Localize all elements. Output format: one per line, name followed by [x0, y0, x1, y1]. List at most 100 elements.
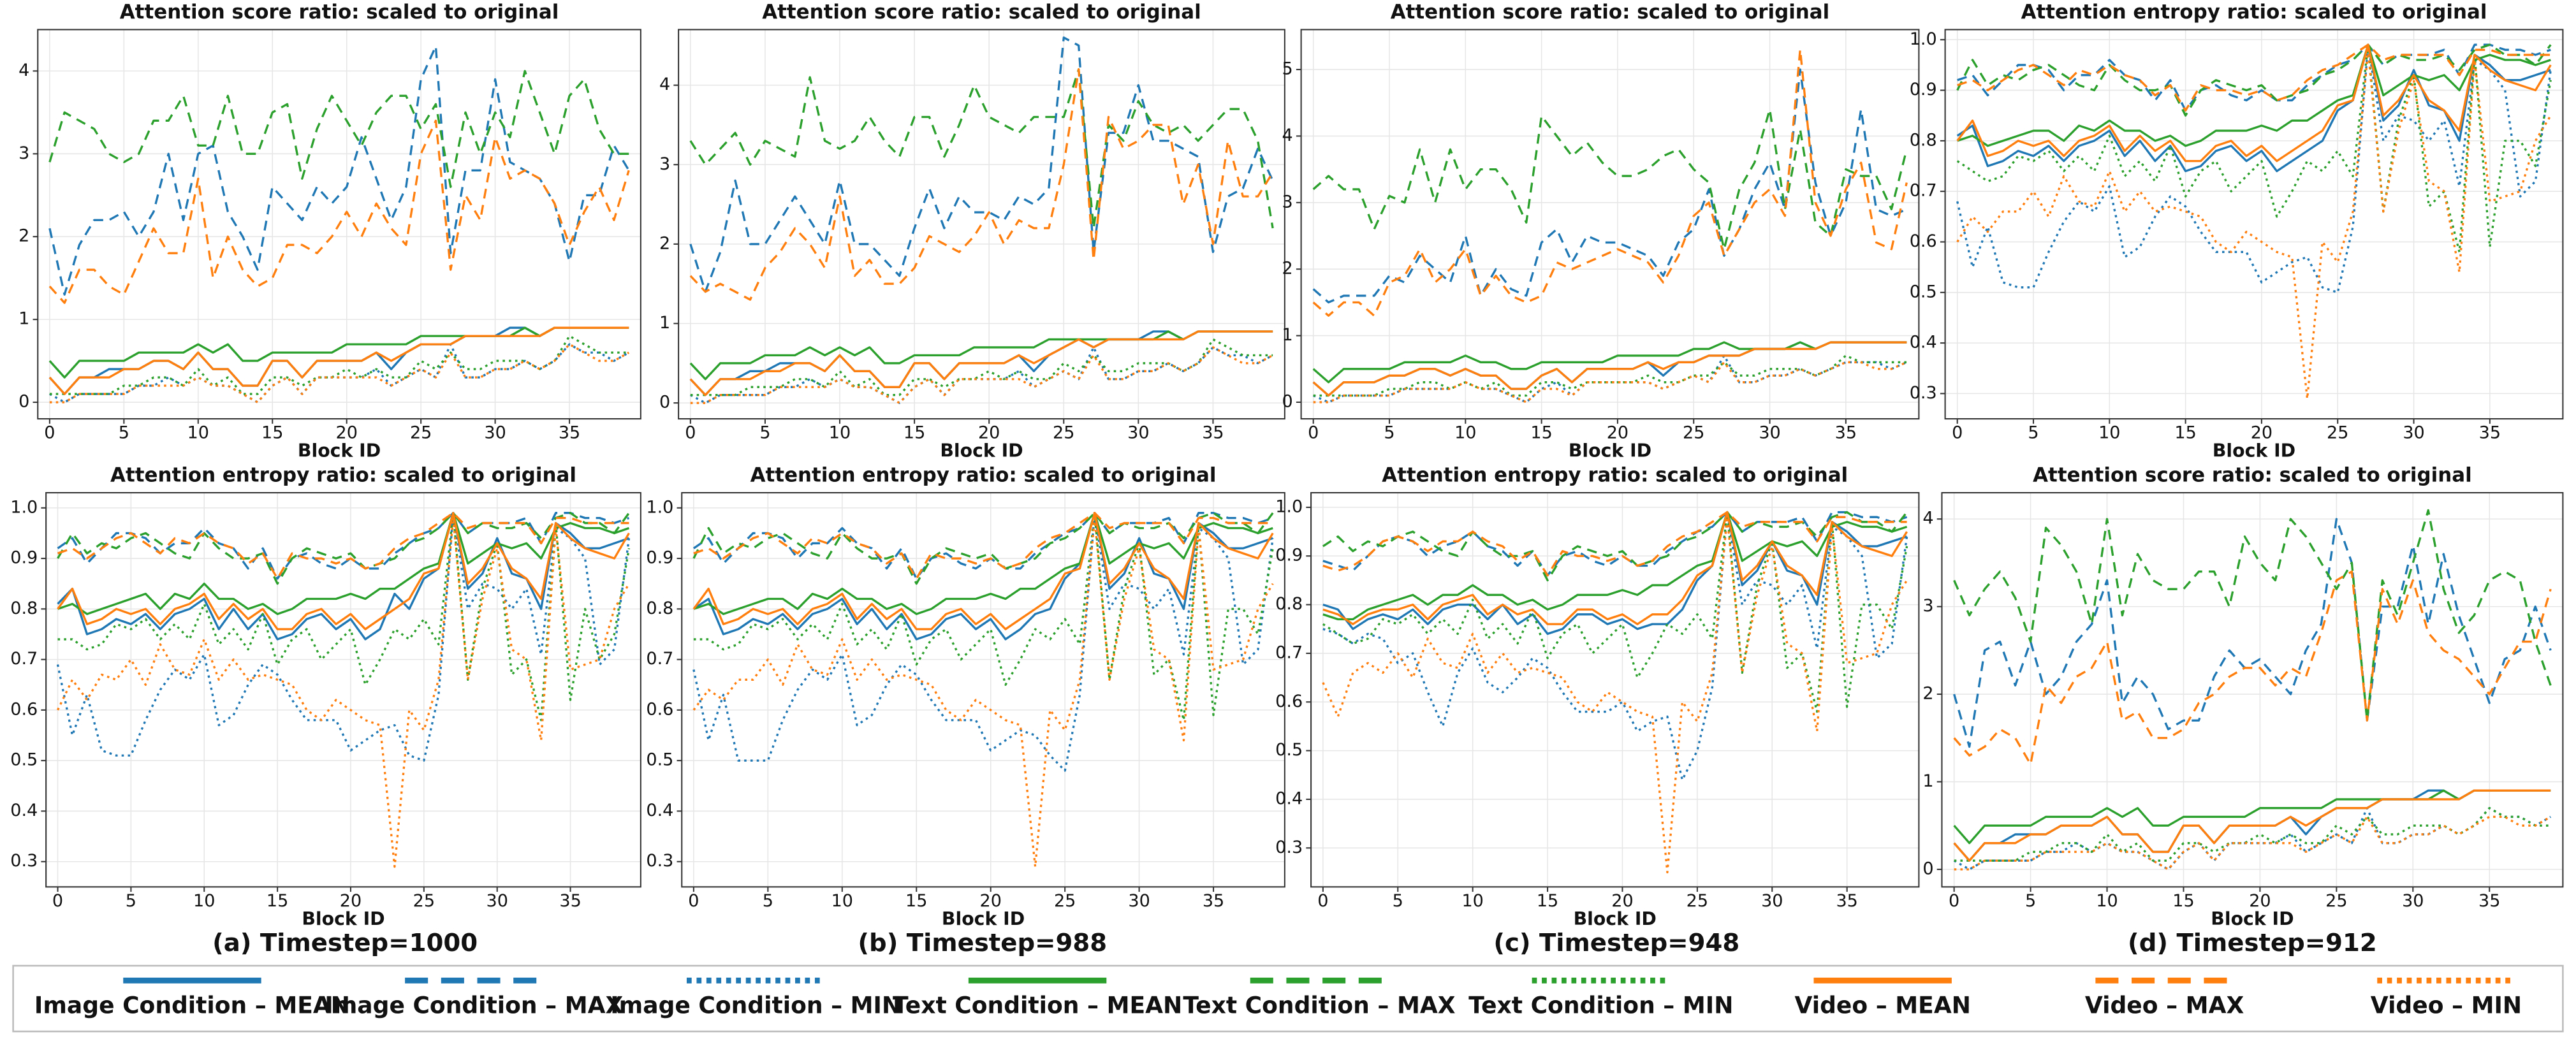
series-line: [693, 512, 1273, 615]
legend-label: Image Condition – MEAN: [34, 992, 350, 1019]
x-tick-label: 35: [2478, 891, 2500, 911]
x-axis-label: Block ID: [2211, 908, 2294, 929]
y-tick-label: 3: [659, 154, 670, 174]
y-tick-label: 1.0: [1275, 497, 1303, 516]
x-tick-label: 35: [559, 891, 581, 911]
series-line: [1957, 43, 2551, 112]
chart-title: Attention score ratio: scaled to origina…: [762, 1, 1201, 24]
y-tick-label: 0.8: [646, 599, 673, 618]
series-line: [1954, 815, 2552, 871]
y-tick-label: 1.0: [10, 497, 38, 517]
legend-label: Video – MEAN: [1794, 992, 1970, 1019]
x-tick-label: 15: [905, 891, 927, 911]
x-tick-label: 30: [1759, 423, 1780, 443]
series-line: [692, 512, 1274, 630]
y-tick-label: 5: [1282, 59, 1293, 79]
x-tick-label: 25: [413, 891, 435, 911]
y-tick-label: 0.4: [10, 801, 38, 820]
series-line: [1322, 511, 1908, 713]
plot-frame: [681, 491, 1285, 888]
x-axis-label: Block ID: [942, 908, 1025, 929]
legend-label: Video – MAX: [2085, 992, 2244, 1019]
chart-title: Attention entropy ratio: scaled to origi…: [2021, 1, 2487, 24]
x-tick-label: 0: [688, 891, 699, 911]
x-tick-label: 25: [1683, 423, 1704, 443]
x-tick-label: 35: [1835, 423, 1857, 443]
series-line: [48, 119, 630, 304]
y-tick-label: 0.8: [1275, 594, 1303, 614]
y-tick-label: 0.4: [646, 801, 673, 820]
series-line: [1322, 511, 1908, 625]
x-tick-label: 5: [1393, 891, 1403, 911]
x-tick-label: 15: [261, 423, 283, 443]
plot-frame: [1300, 29, 1920, 420]
x-tick-label: 25: [410, 423, 432, 443]
x-tick-label: 30: [1761, 891, 1783, 911]
series-line: [1957, 43, 2551, 147]
plot-frame: [1310, 491, 1920, 888]
x-tick-label: 5: [119, 423, 129, 443]
plot-frame: [37, 29, 641, 420]
legend-box: [12, 964, 2564, 1033]
caption: (a) Timestep=1000: [212, 929, 478, 957]
x-tick-label: 30: [2402, 891, 2424, 911]
y-tick-label: 0.5: [646, 750, 673, 770]
x-tick-label: 25: [1687, 891, 1708, 911]
x-tick-label: 0: [44, 423, 55, 443]
chart-title: Attention entropy ratio: scaled to origi…: [750, 464, 1217, 487]
series-line: [1956, 43, 2551, 173]
series-line: [690, 338, 1273, 396]
x-tick-label: 35: [559, 423, 580, 443]
x-axis-label: Block ID: [298, 440, 381, 461]
y-tick-label: 1: [659, 313, 670, 333]
y-tick-label: 0.6: [646, 699, 673, 719]
chart-title: Attention entropy ratio: scaled to origi…: [110, 464, 576, 487]
x-tick-label: 35: [1836, 891, 1857, 911]
x-tick-label: 30: [1128, 891, 1150, 911]
series-line: [57, 512, 630, 615]
y-tick-label: 2: [1922, 684, 1933, 704]
x-tick-label: 30: [487, 891, 508, 911]
series-line: [1953, 789, 2551, 845]
series-line: [56, 512, 631, 762]
series-line: [689, 68, 1274, 301]
legend-label: Text Condition – MEAN: [893, 992, 1182, 1019]
y-tick-label: 0.8: [1910, 130, 1937, 150]
x-tick-label: 10: [829, 423, 851, 443]
y-tick-label: 0.9: [1910, 80, 1937, 99]
legend-label: Text Condition – MAX: [1183, 992, 1455, 1019]
y-tick-label: 0.3: [1275, 838, 1303, 857]
series-line: [1313, 354, 1907, 397]
series-line: [57, 516, 630, 868]
y-tick-label: 0.3: [1910, 383, 1937, 403]
y-tick-label: 0.4: [1275, 788, 1303, 808]
y-tick-label: 0: [1922, 859, 1933, 878]
y-tick-label: 0.7: [646, 649, 673, 669]
x-tick-label: 5: [2025, 891, 2036, 911]
x-tick-label: 20: [1607, 423, 1628, 443]
series-line: [689, 330, 1273, 396]
x-tick-label: 30: [484, 423, 506, 443]
series-line: [1312, 341, 1907, 384]
x-tick-label: 15: [2174, 423, 2196, 443]
x-tick-label: 10: [187, 423, 209, 443]
y-tick-label: 0.7: [1275, 643, 1303, 662]
series-line: [1956, 43, 2552, 254]
series-line: [1322, 511, 1908, 781]
y-tick-label: 0.9: [10, 548, 38, 568]
series-line: [1312, 108, 1908, 251]
series-line: [689, 330, 1273, 381]
y-tick-label: 0.3: [646, 851, 673, 871]
series-line: [1953, 789, 2551, 862]
x-tick-label: 20: [2251, 423, 2272, 443]
series-line: [1313, 361, 1907, 403]
x-axis-label: Block ID: [2213, 440, 2295, 461]
x-tick-label: 20: [979, 891, 1001, 911]
series-line: [49, 343, 630, 403]
y-tick-label: 4: [659, 75, 670, 94]
y-tick-label: 4: [18, 61, 29, 80]
x-tick-label: 10: [831, 891, 853, 911]
x-tick-label: 15: [1537, 891, 1558, 911]
